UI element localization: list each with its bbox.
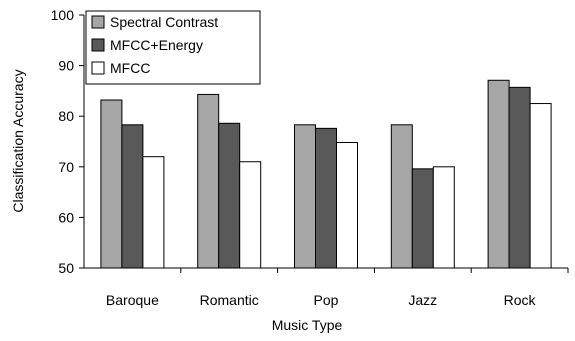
y-tick-label: 70 (58, 159, 74, 175)
legend-label: Spectral Contrast (110, 14, 218, 30)
x-tick-label: Baroque (106, 292, 159, 308)
bar-baroque-mfcc (142, 156, 165, 269)
bar-jazz-mfcc (432, 166, 455, 269)
x-ticks: Baroque Romantic Pop Jazz Rock (106, 268, 569, 308)
bar-romantic-spectral-contrast (197, 93, 220, 269)
x-tick-label: Romantic (200, 292, 259, 308)
bar-jazz-spectral-contrast (390, 124, 413, 269)
legend-swatch (91, 15, 105, 29)
bar-pop-mfcc (336, 142, 358, 269)
bars-layer (100, 79, 552, 269)
y-tick-label: 80 (58, 108, 74, 124)
bar-romantic-mfcc (239, 161, 262, 269)
y-ticks: 50 60 70 80 90 100 (51, 7, 84, 276)
x-tick-label: Pop (314, 292, 339, 308)
legend: Spectral Contrast MFCC+Energy MFCC (85, 10, 261, 85)
y-axis-label: Classification Accuracy (10, 69, 26, 212)
bar-romantic-mfcc-energy (218, 122, 241, 269)
y-tick-label: 100 (51, 7, 75, 23)
y-tick-label: 90 (58, 58, 74, 74)
legend-box (85, 10, 261, 85)
bar-rock-spectral-contrast (487, 79, 510, 269)
bar-rock-mfcc-energy (508, 86, 531, 269)
bar-jazz-mfcc-energy (411, 168, 434, 269)
bar-baroque-mfcc-energy (121, 124, 144, 269)
bar-pop-spectral-contrast (294, 124, 316, 269)
bar-baroque-spectral-contrast (100, 99, 123, 269)
x-tick-label: Jazz (408, 292, 437, 308)
x-tick-label: Rock (504, 292, 537, 308)
axes-layer (83, 15, 568, 269)
legend-label: MFCC (110, 60, 150, 76)
x-axis-label: Music Type (272, 317, 343, 333)
legend-label: MFCC+Energy (110, 37, 203, 53)
legend-swatch (91, 38, 105, 52)
bar-rock-mfcc (529, 103, 552, 269)
y-tick-label: 50 (58, 260, 74, 276)
y-tick-label: 60 (58, 209, 74, 225)
legend-swatch (91, 61, 105, 75)
bar-pop-mfcc-energy (315, 127, 337, 269)
